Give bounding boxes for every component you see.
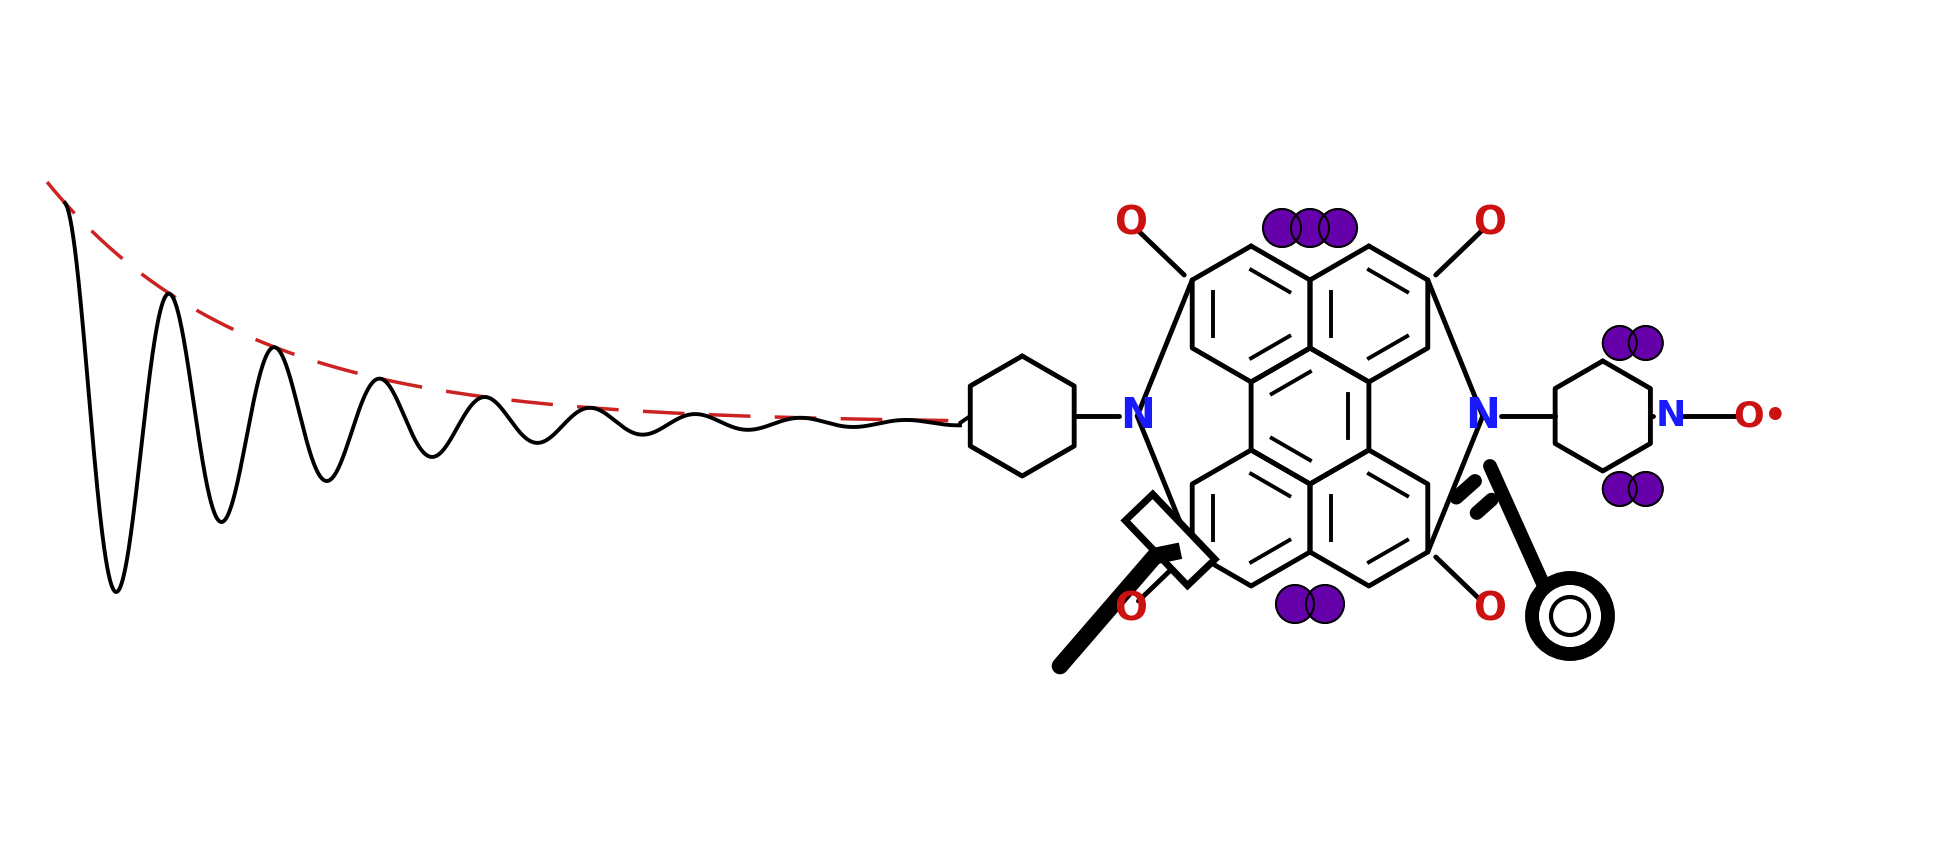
Circle shape: [1263, 209, 1300, 247]
Circle shape: [1275, 585, 1314, 623]
Circle shape: [1318, 209, 1357, 247]
Circle shape: [1601, 326, 1636, 360]
Text: O: O: [1114, 590, 1146, 628]
Text: N: N: [1464, 395, 1499, 437]
Circle shape: [1629, 326, 1662, 360]
Circle shape: [1306, 585, 1343, 623]
Polygon shape: [1124, 494, 1214, 585]
Circle shape: [1629, 472, 1662, 506]
Text: O: O: [1472, 204, 1505, 242]
Text: N: N: [1654, 399, 1685, 433]
Circle shape: [1601, 472, 1636, 506]
Text: O: O: [1472, 590, 1505, 628]
Text: O•: O•: [1732, 399, 1787, 433]
Text: N: N: [1118, 395, 1153, 437]
Text: O: O: [1114, 204, 1146, 242]
Circle shape: [1290, 209, 1327, 247]
